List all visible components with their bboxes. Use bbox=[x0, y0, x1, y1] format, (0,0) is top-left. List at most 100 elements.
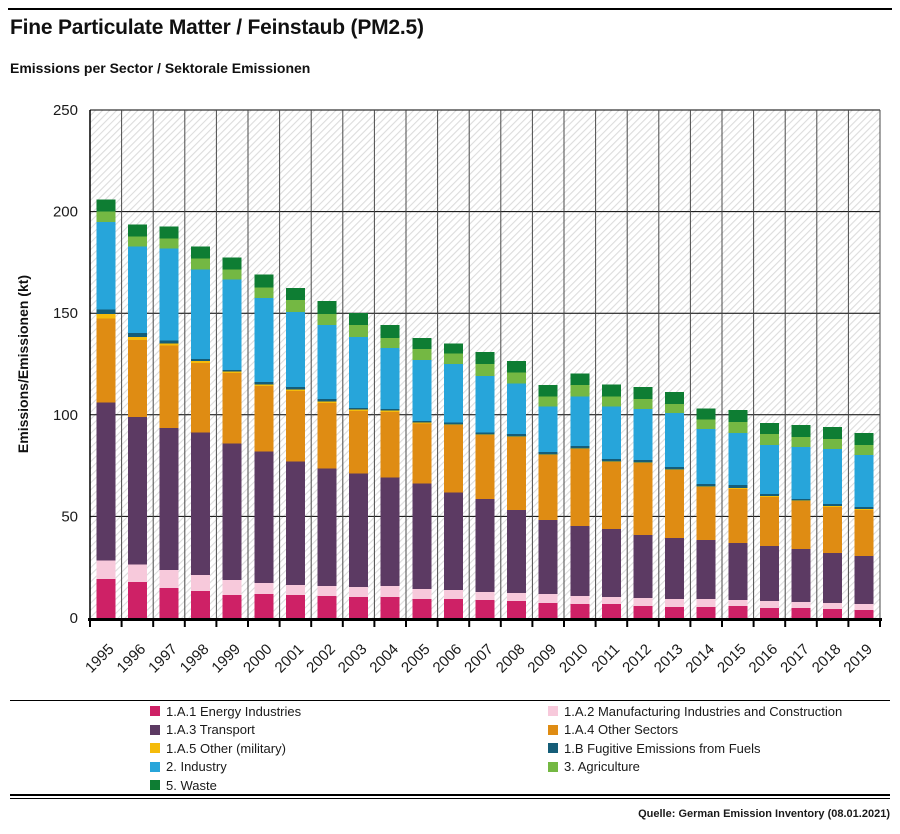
bar-segment bbox=[191, 432, 211, 576]
bar-1995 bbox=[96, 199, 116, 618]
legend-label: 1.A.2 Manufacturing Industries and Const… bbox=[564, 703, 843, 719]
bar-segment bbox=[791, 549, 811, 602]
bar-segment bbox=[349, 409, 369, 411]
bar-segment bbox=[96, 309, 116, 315]
bar-segment bbox=[443, 343, 463, 354]
bar-segment bbox=[317, 398, 337, 402]
bar-segment bbox=[222, 595, 242, 618]
bar-segment bbox=[538, 452, 558, 455]
bar-segment bbox=[127, 236, 147, 247]
bar-segment bbox=[443, 425, 463, 493]
bar-segment bbox=[507, 383, 527, 435]
y-tick-label: 50 bbox=[61, 508, 78, 525]
x-tick-label: 2001 bbox=[272, 641, 308, 677]
bar-segment bbox=[601, 597, 621, 604]
bar-segment bbox=[570, 385, 590, 397]
bar-segment bbox=[507, 372, 527, 384]
x-tick-label: 2012 bbox=[619, 641, 655, 677]
bar-segment bbox=[317, 325, 337, 399]
bar-2004 bbox=[380, 325, 400, 618]
bar-2005 bbox=[412, 338, 432, 618]
bar-segment bbox=[570, 596, 590, 604]
bar-2000 bbox=[254, 274, 274, 618]
bar-segment bbox=[412, 588, 432, 600]
y-tick-label: 250 bbox=[53, 102, 78, 119]
bar-segment bbox=[759, 445, 779, 495]
legend-item: 1.B Fugitive Emissions from Fuels bbox=[548, 740, 890, 756]
bar-segment bbox=[349, 337, 369, 408]
y-tick-label: 100 bbox=[53, 407, 78, 424]
bar-segment bbox=[127, 336, 147, 340]
bar-segment bbox=[412, 360, 432, 421]
legend-swatch-icon bbox=[548, 724, 558, 735]
bar-segment bbox=[728, 543, 748, 600]
bar-segment bbox=[412, 420, 432, 423]
bar-segment bbox=[254, 298, 274, 382]
bar-segment bbox=[823, 552, 843, 603]
bar-segment bbox=[412, 599, 432, 618]
bar-segment bbox=[349, 473, 369, 588]
x-tick-label: 2007 bbox=[461, 641, 497, 677]
bar-segment bbox=[633, 606, 653, 618]
x-tick-label: 2000 bbox=[240, 641, 276, 677]
bar-2007 bbox=[475, 352, 495, 618]
bar-segment bbox=[380, 477, 400, 587]
bar-segment bbox=[443, 422, 463, 425]
bar-segment bbox=[665, 607, 685, 618]
bar-segment bbox=[159, 427, 179, 571]
bar-segment bbox=[412, 349, 432, 361]
bar-segment bbox=[665, 413, 685, 468]
bar-segment bbox=[696, 484, 716, 487]
bar-segment bbox=[317, 314, 337, 326]
bar-segment bbox=[222, 580, 242, 596]
bar-segment bbox=[823, 427, 843, 440]
bar-segment bbox=[791, 601, 811, 609]
page-title: Fine Particulate Matter / Feinstaub (PM2… bbox=[10, 16, 424, 39]
bar-segment bbox=[380, 586, 400, 598]
bar-segment bbox=[791, 425, 811, 438]
bar-2013 bbox=[665, 392, 685, 618]
bar-segment bbox=[222, 369, 242, 372]
legend-swatch-icon bbox=[548, 706, 558, 716]
legend-swatch-icon bbox=[150, 761, 160, 772]
bar-segment bbox=[191, 258, 211, 270]
bar-segment bbox=[601, 459, 621, 462]
bar-segment bbox=[601, 396, 621, 407]
legend-bottom-divider bbox=[10, 794, 890, 796]
legend-label: 1.A.3 Transport bbox=[166, 722, 255, 737]
bar-segment bbox=[380, 338, 400, 349]
bar-segment bbox=[159, 340, 179, 344]
bar-segment bbox=[854, 610, 874, 618]
bar-segment bbox=[570, 373, 590, 386]
bar-segment bbox=[633, 462, 653, 464]
bar-segment bbox=[412, 423, 432, 484]
bar-segment bbox=[570, 396, 590, 447]
legend-label: 1.B Fugitive Emissions from Fuels bbox=[564, 740, 761, 756]
bar-segment bbox=[349, 410, 369, 474]
bar-segment bbox=[159, 226, 179, 239]
bar-segment bbox=[412, 338, 432, 350]
bar-segment bbox=[823, 506, 843, 508]
bar-segment bbox=[222, 373, 242, 444]
bar-segment bbox=[349, 597, 369, 618]
bar-segment bbox=[222, 443, 242, 581]
bar-segment bbox=[349, 407, 369, 410]
x-tick-label: 2010 bbox=[556, 641, 592, 677]
bar-segment bbox=[538, 406, 558, 453]
bar-2018 bbox=[823, 427, 843, 618]
bar-segment bbox=[633, 463, 653, 536]
bar-segment bbox=[191, 575, 211, 592]
bar-segment bbox=[380, 411, 400, 478]
bar-segment bbox=[159, 345, 179, 428]
legend-label: 1.A.5 Other (military) bbox=[166, 740, 286, 756]
y-tick-label: 150 bbox=[53, 305, 78, 322]
legend-label: 5. Waste bbox=[166, 777, 217, 793]
bar-segment bbox=[127, 416, 147, 565]
legend-swatch-icon bbox=[150, 780, 160, 790]
legend-item: 1.A.3 Transport bbox=[150, 722, 548, 737]
bar-2006 bbox=[443, 343, 463, 618]
bar-segment bbox=[349, 325, 369, 338]
x-tick-label: 2016 bbox=[746, 641, 782, 677]
bar-segment bbox=[507, 361, 527, 373]
